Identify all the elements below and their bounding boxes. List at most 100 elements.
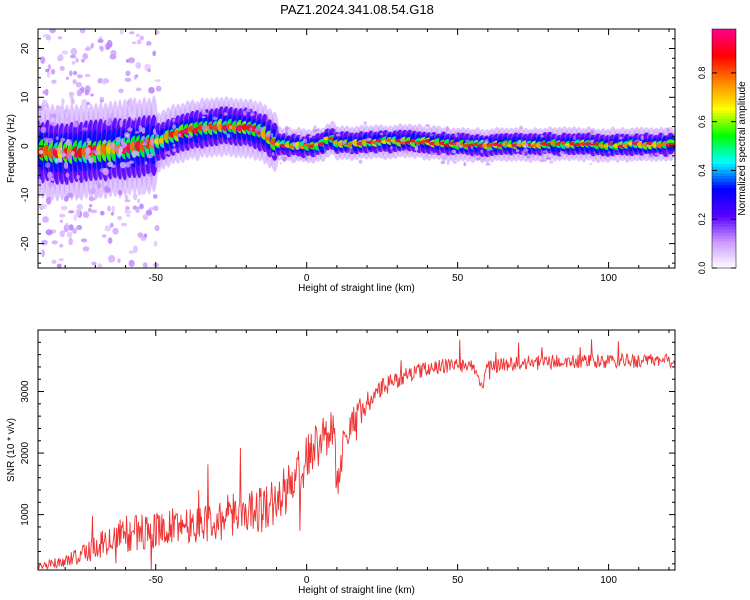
spectrogram-speckle xyxy=(144,233,148,238)
spectrogram-speckle xyxy=(50,177,55,182)
spectrogram-speckle xyxy=(167,150,171,155)
colorbar-swatch xyxy=(712,250,736,254)
spectrogram-speckle xyxy=(45,162,51,168)
colorbar: 0.0 0.2 0.4 0.6 0.8 Normalized spectral ampli… xyxy=(697,28,748,274)
spectrogram-speckle xyxy=(42,99,48,108)
spectrogram-speckle xyxy=(172,124,176,130)
colorbar-swatch xyxy=(712,238,736,242)
spectrogram-speckle xyxy=(133,245,138,254)
spectrogram-speckle xyxy=(65,172,70,178)
colorbar-swatch xyxy=(712,247,736,251)
colorbar-swatch xyxy=(712,139,736,144)
chart-title: PAZ1.2024.341.08.54.G18 xyxy=(280,2,434,17)
spectrogram-speckle xyxy=(206,125,210,131)
spectrogram-speckle xyxy=(89,188,97,195)
spectrogram-speckle xyxy=(63,161,69,170)
colorbar-swatch xyxy=(712,223,736,227)
spectrogram-speckle xyxy=(142,262,148,268)
spectrogram-speckle xyxy=(61,98,65,106)
spectrogram-speckle xyxy=(635,139,641,142)
spectrogram-speckle xyxy=(245,108,251,113)
spectrogram-speckle xyxy=(41,249,45,258)
colorbar-swatch xyxy=(712,94,736,99)
spectrogram-speckle xyxy=(299,135,302,140)
spectrogram-speckle xyxy=(128,57,135,64)
spectrogram-speckle xyxy=(56,263,62,268)
spectrogram-speckle xyxy=(54,147,62,151)
colorbar-swatch xyxy=(712,220,736,224)
spectrogram-speckle xyxy=(463,161,467,167)
spectrogram-speckle xyxy=(481,157,485,162)
spectrogram-speckle xyxy=(102,140,107,144)
spectrogram-speckle xyxy=(358,159,363,164)
spectrogram-speckle xyxy=(118,148,122,157)
spectrogram-speckle xyxy=(342,140,347,144)
spectrogram-speckle xyxy=(484,139,489,145)
colorbar-swatch xyxy=(712,229,736,233)
spectrogram-speckle xyxy=(133,192,138,201)
spectrogram-speckle xyxy=(165,150,168,155)
colorbar-swatch xyxy=(712,76,736,81)
spectrogram-xtick-label: 50 xyxy=(452,273,464,284)
snr-xtick-label: 100 xyxy=(600,575,617,586)
spectrogram-speckle xyxy=(136,39,142,45)
spectrogram-speckle xyxy=(59,230,65,238)
spectrogram-speckle xyxy=(152,205,159,211)
spectrogram-speckle xyxy=(49,29,56,34)
colorbar-swatch xyxy=(712,166,736,171)
snr-xtick-label: -50 xyxy=(149,575,164,586)
spectrogram-speckle xyxy=(363,121,367,126)
colorbar-swatch xyxy=(712,142,736,147)
spectrogram-speckle xyxy=(119,29,124,35)
spectrogram-speckle xyxy=(454,132,458,138)
colorbar-swatch xyxy=(712,241,736,245)
spectrogram-speckle xyxy=(45,196,52,205)
spectrogram-speckle xyxy=(80,238,88,243)
spectrogram-speckle xyxy=(154,224,160,232)
spectrogram-speckle xyxy=(564,145,569,149)
spectrogram-speckle xyxy=(73,214,77,221)
spectrogram-speckle xyxy=(473,154,477,157)
spectrogram-speckle xyxy=(201,110,207,115)
spectrogram-speckle xyxy=(138,125,143,133)
spectrogram-speckle xyxy=(545,156,551,160)
snr-xlabel: Height of straight line (km) xyxy=(298,585,415,596)
spectrogram-speckle xyxy=(79,29,86,34)
spectrogram-speckle xyxy=(119,161,127,169)
spectrogram-ytick-label: -20 xyxy=(20,236,31,251)
colorbar-swatch xyxy=(712,106,736,111)
spectrogram-speckle xyxy=(589,162,593,166)
spectrogram-speckle xyxy=(132,114,136,121)
spectrogram-speckle xyxy=(82,246,90,252)
colorbar-swatch xyxy=(712,172,736,176)
spectrogram-speckle xyxy=(66,231,73,238)
spectrogram-speckle xyxy=(402,139,406,143)
spectrogram-speckle xyxy=(366,137,372,141)
colorbar-swatch xyxy=(712,262,736,266)
spectrogram-speckle xyxy=(40,203,48,210)
spectrogram-speckle xyxy=(654,152,660,156)
spectrogram-ylabel: Frequency (Hz) xyxy=(6,114,17,183)
colorbar-swatch xyxy=(712,217,736,221)
spectrogram-speckle xyxy=(518,140,521,145)
spectrogram-speckle xyxy=(639,156,642,161)
spectrogram-speckle xyxy=(172,143,176,147)
spectrogram-speckle xyxy=(71,151,75,157)
spectrogram-speckle xyxy=(265,132,271,137)
spectrogram-speckle xyxy=(81,98,88,107)
spectrogram-speckle xyxy=(152,193,158,199)
spectrogram-speckle xyxy=(476,157,481,161)
spectrogram-speckle xyxy=(470,146,474,151)
spectrogram-speckle xyxy=(135,130,140,134)
spectrogram-speckle xyxy=(119,109,123,117)
spectrogram-speckle xyxy=(549,160,554,164)
spectrogram-speckle xyxy=(107,161,114,167)
colorbar-swatch xyxy=(712,136,736,141)
colorbar-swatch xyxy=(712,154,736,159)
spectrogram-speckle xyxy=(81,58,85,63)
spectrogram-speckle xyxy=(254,127,259,133)
spectrogram-xlabel: Height of straight line (km) xyxy=(298,283,415,294)
spectrogram-speckle xyxy=(152,128,157,135)
colorbar-swatch xyxy=(712,85,736,90)
colorbar-swatch xyxy=(712,118,736,123)
